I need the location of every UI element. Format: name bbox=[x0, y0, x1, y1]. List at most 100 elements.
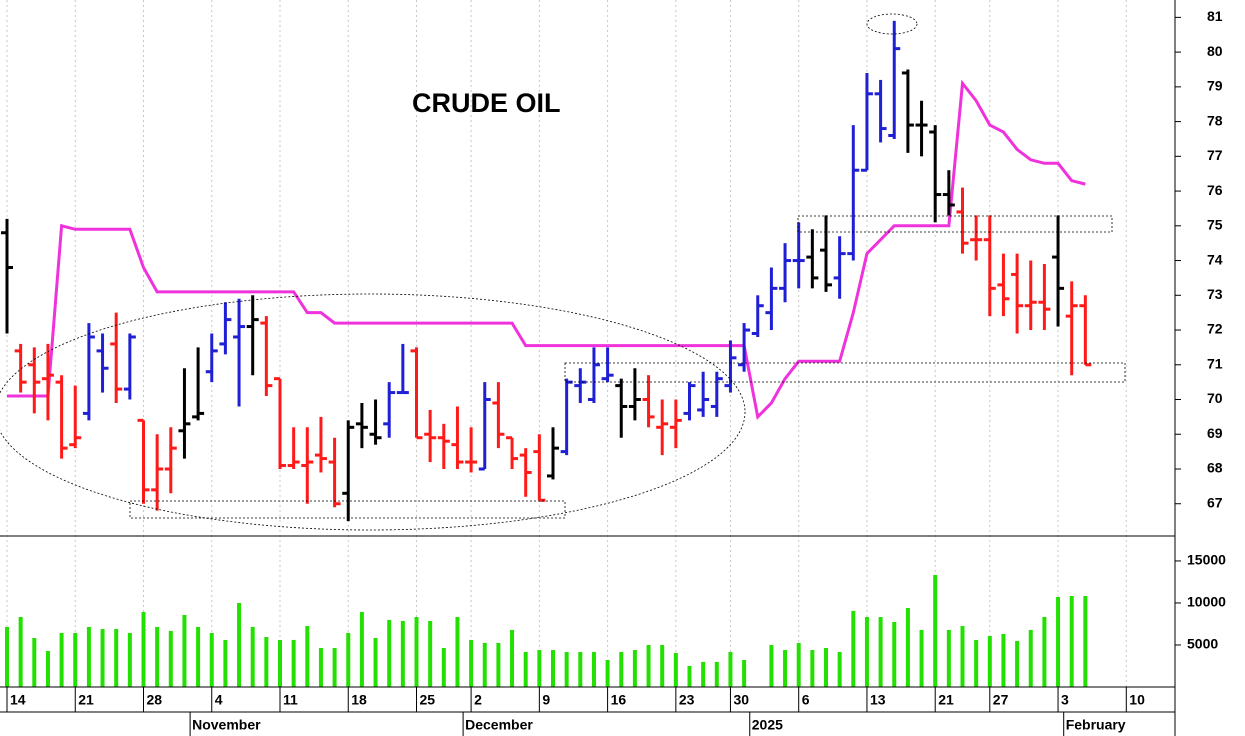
volume-bar bbox=[373, 638, 378, 687]
volume-bar bbox=[305, 625, 310, 687]
axes: 6768697071727374757677787980815000100001… bbox=[6, 8, 1226, 736]
y-tick-label: 80 bbox=[1207, 43, 1223, 59]
annotation-ellipse bbox=[0, 293, 746, 531]
volume-bar bbox=[318, 648, 323, 687]
x-tick-label: 30 bbox=[733, 692, 749, 708]
volume-bar bbox=[987, 635, 992, 687]
y-tick-label: 81 bbox=[1207, 8, 1223, 24]
stop-line bbox=[7, 79, 1086, 420]
volume-bar bbox=[400, 620, 405, 687]
volume-bar bbox=[810, 650, 815, 687]
y-tick-label: 67 bbox=[1207, 494, 1223, 510]
volume-bar bbox=[387, 619, 392, 687]
volume-bar bbox=[933, 574, 938, 687]
volume-bar bbox=[428, 620, 433, 687]
volume-bar bbox=[1001, 633, 1006, 687]
volume-bar bbox=[687, 665, 692, 687]
x-tick-label: 13 bbox=[870, 692, 886, 708]
volume-bar bbox=[291, 639, 296, 687]
volume-bar bbox=[482, 642, 487, 687]
volume-bar bbox=[728, 651, 733, 687]
volume-bar bbox=[510, 629, 515, 687]
volume-bar bbox=[742, 660, 747, 687]
volume-bar bbox=[564, 651, 569, 687]
chart-title: CRUDE OIL bbox=[412, 88, 561, 118]
volume-bar bbox=[796, 642, 801, 687]
volume-bar bbox=[59, 632, 64, 687]
x-tick-label: 25 bbox=[420, 692, 436, 708]
volume-bar bbox=[223, 639, 228, 687]
y-tick-label: 70 bbox=[1207, 390, 1223, 406]
x-tick-label: 11 bbox=[283, 692, 298, 708]
volume-bar bbox=[155, 627, 160, 687]
volume-bar bbox=[196, 627, 201, 687]
y-tick-label: 68 bbox=[1207, 460, 1223, 476]
volume-bar bbox=[1028, 629, 1033, 687]
x-tick-label: 3 bbox=[1061, 692, 1069, 708]
price-panel bbox=[1, 20, 1092, 522]
volume-bar bbox=[237, 602, 242, 687]
volume-bar bbox=[73, 632, 78, 687]
volume-bar bbox=[455, 617, 460, 687]
volume-bar bbox=[1042, 617, 1047, 687]
volume-bar bbox=[837, 651, 842, 687]
volume-bar bbox=[578, 651, 583, 687]
volume-bar bbox=[824, 648, 828, 687]
volume-bar bbox=[1056, 597, 1061, 687]
volume-bar bbox=[619, 651, 624, 687]
volume-bar bbox=[264, 637, 269, 687]
x-tick-label: 16 bbox=[611, 692, 627, 708]
volume-bar bbox=[905, 608, 910, 687]
x-tick-label: 9 bbox=[542, 692, 550, 708]
y-tick-label: 69 bbox=[1207, 425, 1223, 441]
volume-bar bbox=[209, 632, 214, 687]
volume-bar bbox=[632, 650, 637, 687]
volume-bar bbox=[960, 625, 965, 687]
x-tick-label: 21 bbox=[78, 692, 94, 708]
y-tick-label: 76 bbox=[1207, 182, 1223, 198]
y-tick-label: 74 bbox=[1207, 251, 1223, 267]
volume-bar bbox=[646, 644, 651, 687]
volume-bar bbox=[141, 611, 146, 687]
month-label: 2025 bbox=[752, 717, 783, 733]
volume-bar bbox=[864, 617, 869, 687]
volume-bar bbox=[591, 651, 596, 687]
x-tick-label: 4 bbox=[215, 692, 223, 708]
volume-bar bbox=[946, 629, 951, 687]
y-tick-label: 73 bbox=[1207, 286, 1223, 302]
x-tick-label: 28 bbox=[147, 692, 163, 708]
volume-bar bbox=[100, 629, 105, 687]
volume-bar bbox=[551, 650, 555, 687]
y-tick-label: 15000 bbox=[1187, 552, 1226, 568]
volume-bar bbox=[714, 661, 719, 687]
volume-bar bbox=[127, 632, 132, 687]
volume-bar bbox=[250, 627, 255, 687]
volume-bar bbox=[1083, 595, 1088, 687]
volume-bar bbox=[346, 632, 351, 687]
volume-bar bbox=[537, 650, 542, 687]
volume-bar bbox=[359, 611, 364, 687]
volume-bar bbox=[278, 639, 282, 687]
volume-bar bbox=[86, 627, 91, 687]
volume-panel bbox=[5, 574, 1088, 687]
y-tick-label: 75 bbox=[1207, 217, 1223, 233]
x-tick-label: 14 bbox=[10, 692, 26, 708]
volume-bar bbox=[496, 642, 501, 687]
annotation-ellipse bbox=[866, 13, 918, 35]
x-tick-label: 23 bbox=[679, 692, 695, 708]
volume-bar bbox=[878, 617, 883, 687]
volume-bar bbox=[1069, 595, 1074, 687]
x-tick-label: 21 bbox=[938, 692, 954, 708]
volume-bar bbox=[769, 644, 774, 687]
y-tick-label: 77 bbox=[1207, 147, 1223, 163]
month-label: December bbox=[465, 717, 533, 733]
x-tick-label: 10 bbox=[1129, 692, 1145, 708]
volume-bar bbox=[182, 614, 187, 687]
volume-bar bbox=[605, 660, 610, 687]
volume-bar bbox=[168, 630, 173, 687]
volume-bar bbox=[892, 621, 897, 687]
volume-bar bbox=[5, 627, 9, 687]
volume-bar bbox=[332, 648, 337, 687]
